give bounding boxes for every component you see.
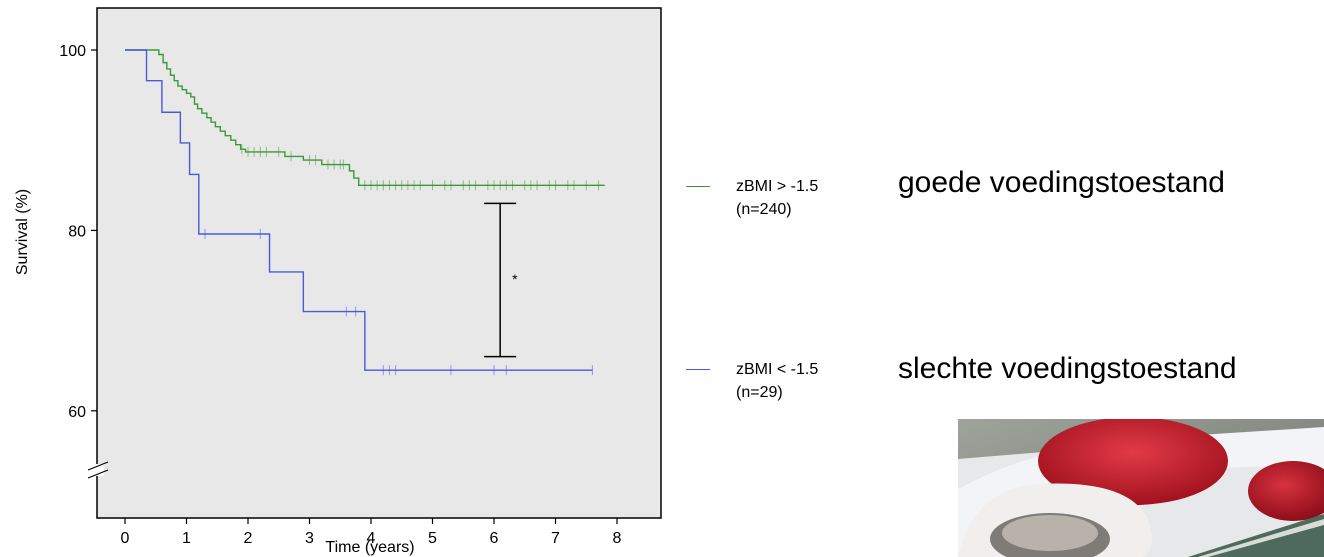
plot-area [96,7,662,519]
axis-break-mark [87,461,109,471]
axes: 0 1 2 3 4 5 6 7 8 60 80 100 [59,43,621,547]
x-tick-label: 5 [428,530,437,547]
x-axis-title: Time (years) [325,539,414,556]
axis-break-mark [87,469,109,479]
x-tick-label: 4 [367,530,376,547]
x-tick-label: 6 [490,530,499,547]
legend-label-normal: zBMI > -1.5 (n=240) [736,175,818,221]
legend-series-n: (n=29) [736,384,783,401]
series-line-2 [125,49,593,371]
x-tick-label: 1 [182,530,191,547]
legend-series-name: zBMI > -1.5 [736,178,819,195]
food-photo [958,419,1324,557]
x-tick-label: 2 [244,530,253,547]
legend-series-n: (n=240) [736,201,792,218]
plot-content: * [125,49,605,376]
annotation-good-nutrition: goede voedingstoestand [898,166,1225,199]
y-tick-label: 100 [59,43,86,60]
significance-star: * [512,271,518,287]
food-photo-illustration [958,419,1324,557]
x-tick-label: 7 [551,530,560,547]
legend-swatch-low [686,369,710,370]
legend-label-low: zBMI < -1.5 (n=29) [736,358,818,404]
legend-swatch-normal [686,186,710,187]
x-tick-label: 3 [305,530,314,547]
y-axis-title: Survival (%) [14,189,31,275]
x-tick-label: 0 [121,530,130,547]
y-tick-label: 60 [68,404,86,421]
y-tick-label: 80 [68,223,86,240]
x-tick-label: 8 [613,530,622,547]
series-line-1 [125,49,605,186]
legend-series-name: zBMI < -1.5 [736,361,819,378]
annotation-poor-nutrition: slechte voedingstoestand [898,352,1237,385]
